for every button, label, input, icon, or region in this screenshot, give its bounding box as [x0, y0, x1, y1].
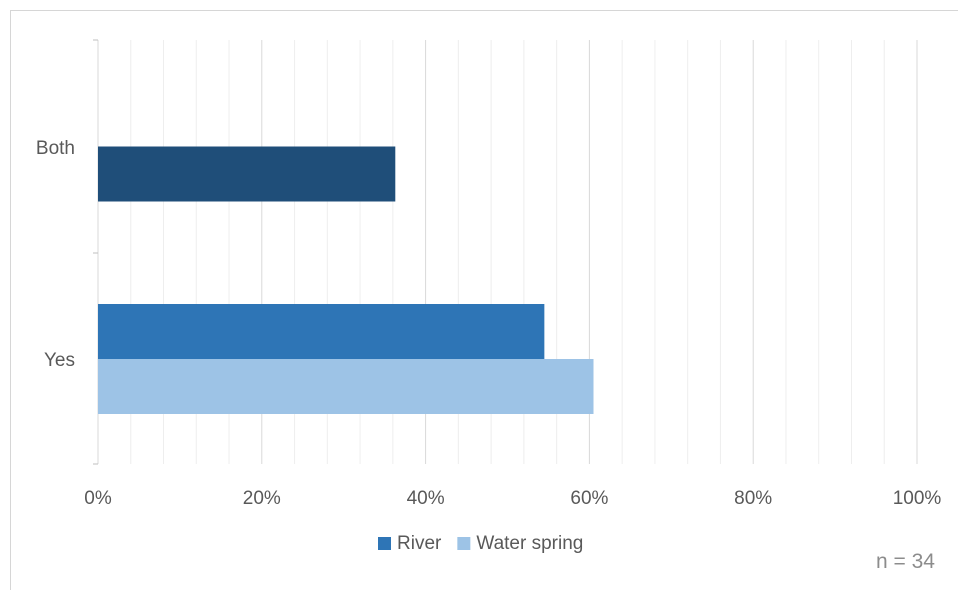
category-label: Both [36, 138, 75, 159]
x-tick-labels: 0% 20% 40% 60% 80% 100% [84, 488, 941, 509]
sample-size-annotation: n = 34 [876, 550, 935, 573]
x-tick-label: 0% [84, 488, 112, 509]
legend-swatch [457, 537, 471, 550]
legend-label: River [397, 533, 442, 554]
x-tick-label: 20% [243, 488, 281, 509]
category-labels: Yes Both [36, 138, 75, 371]
chart-frame [10, 10, 958, 590]
bar-yes-water-spring [98, 359, 594, 414]
x-tick-label: 80% [734, 488, 772, 509]
legend-swatch [378, 537, 391, 550]
category-label: Yes [44, 350, 75, 371]
x-tick-label: 60% [570, 488, 608, 509]
value-axis [93, 39, 99, 465]
bars [98, 146, 594, 414]
bar-yes-river [98, 304, 545, 359]
legend-label: Water spring [476, 533, 583, 554]
x-tick-label: 40% [407, 488, 445, 509]
bar-both [98, 146, 396, 202]
x-tick-label: 100% [893, 488, 942, 509]
legend: River Water spring [378, 533, 583, 554]
